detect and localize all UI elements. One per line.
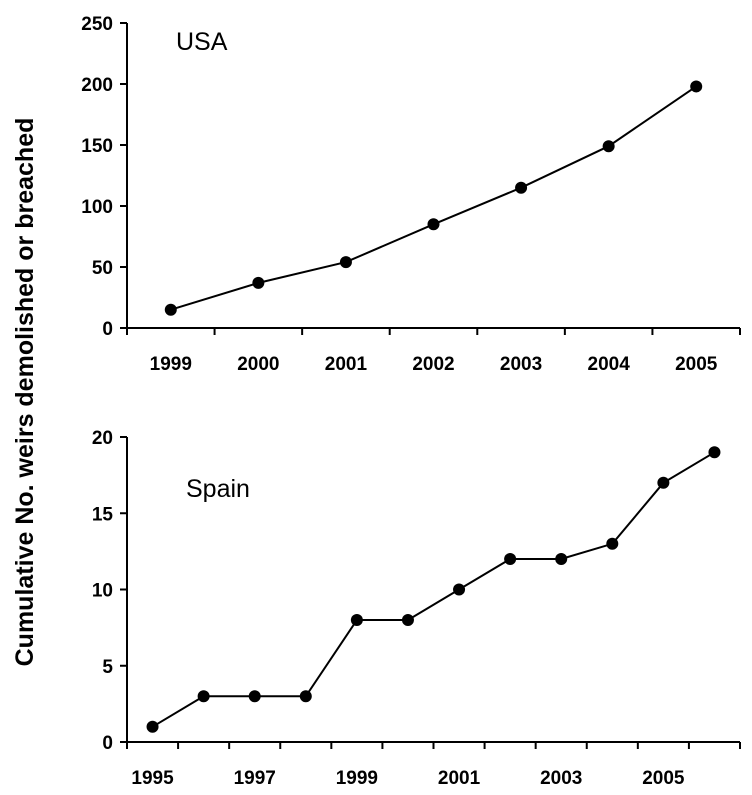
usa-data-point bbox=[339, 256, 352, 269]
spain-data-point bbox=[401, 614, 414, 626]
usa-data-point bbox=[427, 218, 440, 231]
usa-data-point bbox=[690, 80, 703, 93]
usa-y-tick-label: 100 bbox=[81, 197, 113, 218]
spain-x-tick-label: 2001 bbox=[438, 768, 481, 789]
spain-x-tick-label: 1999 bbox=[336, 768, 378, 789]
usa-panel-label: USA bbox=[176, 28, 228, 56]
usa-y-tick-label: 150 bbox=[81, 136, 113, 157]
spain-series-line bbox=[151, 451, 716, 728]
spain-data-point bbox=[606, 537, 619, 550]
spain-data-point bbox=[708, 446, 721, 459]
panel-usa: 0 50 100 150 200 250 1999 2000 2001 2002 2003 2004 2… bbox=[81, 14, 741, 375]
spain-data-point bbox=[657, 476, 670, 489]
usa-data-point bbox=[164, 303, 177, 316]
spain-data-point bbox=[504, 553, 517, 565]
usa-series-line bbox=[170, 85, 697, 311]
y-axis-title: Cumulative No. weirs demolished or breac… bbox=[11, 118, 39, 667]
usa-x-tick-label: 2004 bbox=[588, 354, 631, 375]
usa-data-point bbox=[602, 140, 615, 153]
usa-x-tick-label: 1999 bbox=[150, 354, 192, 375]
spain-x-tick-label: 2005 bbox=[642, 768, 685, 789]
usa-y-tick-label: 200 bbox=[81, 75, 113, 96]
spain-data-point bbox=[350, 614, 363, 626]
spain-data-point bbox=[146, 720, 159, 733]
panel-spain: 0 5 10 15 20 1995 1997 1999 2001 2003 2005 Spain bbox=[92, 428, 741, 789]
usa-y-tick-label: 0 bbox=[102, 319, 113, 340]
spain-x-tick-label: 2003 bbox=[540, 768, 582, 789]
spain-data-point bbox=[248, 690, 261, 703]
usa-x-tick-label: 2000 bbox=[237, 354, 279, 375]
usa-x-tick-label: 2001 bbox=[325, 354, 368, 375]
spain-y-tick-label: 5 bbox=[102, 657, 113, 678]
usa-y-tick-label: 250 bbox=[81, 14, 113, 35]
usa-x-tick-label: 2003 bbox=[500, 354, 542, 375]
spain-y-tick-label: 0 bbox=[102, 733, 113, 754]
spain-y-tick-label: 10 bbox=[92, 581, 113, 602]
spain-data-point bbox=[299, 690, 312, 703]
spain-y-tick-label: 15 bbox=[92, 504, 114, 525]
spain-data-point bbox=[555, 553, 568, 565]
spain-data-point bbox=[197, 690, 210, 703]
spain-x-tick-label: 1995 bbox=[131, 768, 174, 789]
spain-data-point bbox=[453, 583, 466, 596]
usa-x-tick-label: 2002 bbox=[412, 354, 454, 375]
usa-data-point bbox=[515, 181, 528, 194]
usa-y-tick-label: 50 bbox=[92, 258, 113, 279]
spain-panel-label: Spain bbox=[186, 475, 250, 503]
spain-y-tick-label: 20 bbox=[92, 428, 113, 449]
usa-x-tick-label: 2005 bbox=[675, 354, 718, 375]
usa-data-point bbox=[252, 276, 265, 289]
spain-x-tick-label: 1997 bbox=[234, 768, 276, 789]
